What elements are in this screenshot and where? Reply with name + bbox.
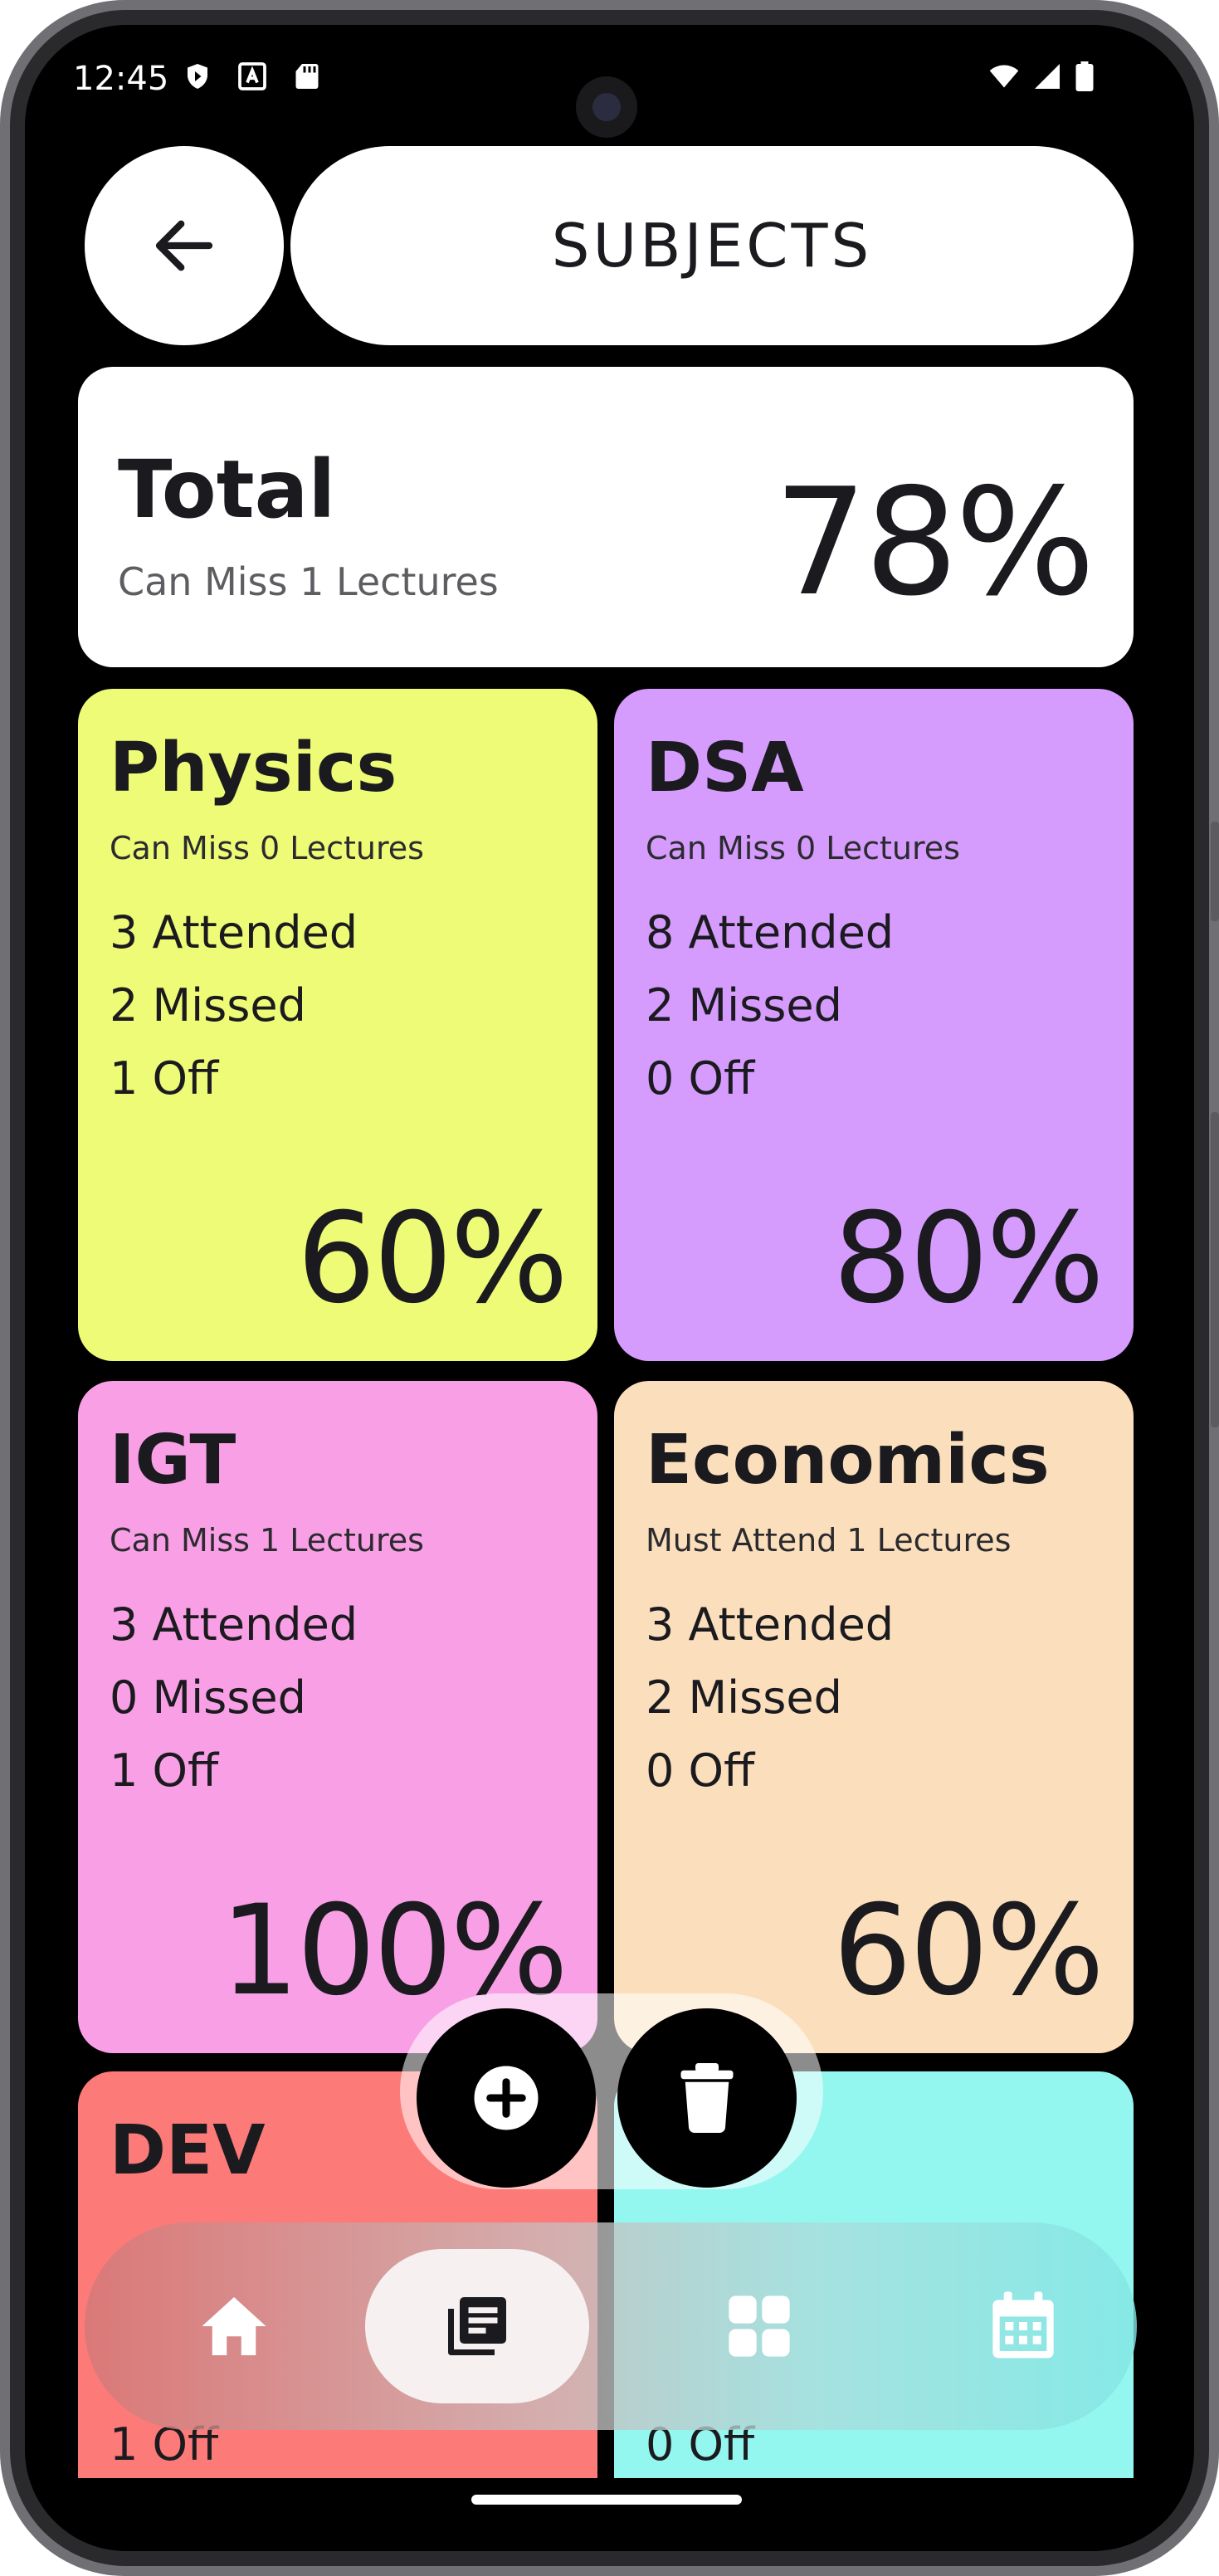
subject-subtitle: Must Attend 1 Lectures	[646, 1522, 1012, 1559]
dashboard-icon	[729, 2295, 790, 2357]
subject-name: Physics	[110, 729, 397, 807]
subject-percentage: 60%	[832, 1879, 1104, 2023]
total-percentage: 78%	[773, 456, 1095, 628]
subjects-icon	[448, 2297, 506, 2355]
trash-icon	[680, 2063, 734, 2133]
missed-count: 0 Missed	[110, 1671, 306, 1724]
nav-home[interactable]	[126, 2249, 342, 2403]
home-icon	[202, 2297, 266, 2355]
screen: 12:45 SUBJECTS Total Can Miss 1 Lectures…	[25, 25, 1194, 2551]
total-subtitle: Can Miss 1 Lectures	[118, 559, 499, 604]
volume-button	[1211, 1112, 1219, 1427]
subject-name: Economics	[646, 1421, 1050, 1500]
status-time: 12:45	[73, 60, 169, 98]
subject-card-igt[interactable]: IGT Can Miss 1 Lectures 3 Attended 0 Mis…	[78, 1381, 597, 2053]
attended-count: 3 Attended	[110, 906, 358, 959]
gesture-handle[interactable]	[471, 2495, 742, 2505]
nav-calendar[interactable]	[919, 2249, 1127, 2403]
subject-card-physics[interactable]: Physics Can Miss 0 Lectures 3 Attended 2…	[78, 689, 597, 1361]
missed-count: 2 Missed	[646, 1671, 842, 1724]
signal-icon	[1035, 64, 1060, 89]
calendar-icon	[992, 2291, 1054, 2359]
missed-count: 2 Missed	[110, 979, 306, 1032]
nav-subjects[interactable]	[365, 2249, 589, 2403]
power-button	[1211, 822, 1219, 921]
sd-card-icon	[295, 64, 319, 89]
total-title: Total	[118, 443, 336, 536]
font-icon	[238, 62, 266, 90]
off-count: 0 Off	[646, 1744, 755, 1797]
subject-card-economics[interactable]: Economics Must Attend 1 Lectures 3 Atten…	[614, 1381, 1134, 2053]
battery-icon	[1075, 61, 1094, 91]
attended-count: 8 Attended	[646, 906, 895, 959]
plus-circle-icon	[474, 2066, 539, 2130]
off-count: 1 Off	[110, 1052, 219, 1105]
page-title: SUBJECTS	[290, 146, 1134, 345]
back-button[interactable]	[85, 146, 284, 345]
subject-card-dsa[interactable]: DSA Can Miss 0 Lectures 8 Attended 2 Mis…	[614, 689, 1134, 1361]
nav-dashboard[interactable]	[656, 2249, 863, 2403]
subject-name: IGT	[110, 1421, 236, 1500]
attended-count: 3 Attended	[110, 1598, 358, 1651]
wifi-icon	[989, 65, 1019, 88]
add-subject-button[interactable]	[417, 2008, 596, 2188]
subject-name: DEV	[110, 2111, 266, 2190]
missed-count: 2 Missed	[646, 979, 842, 1032]
front-camera	[576, 76, 637, 138]
subject-name: DSA	[646, 729, 804, 807]
attended-count: 3 Attended	[646, 1598, 895, 1651]
total-card[interactable]: Total Can Miss 1 Lectures 78%	[78, 367, 1134, 667]
off-count: 1 Off	[110, 1744, 219, 1797]
shield-icon	[188, 64, 207, 89]
subject-subtitle: Can Miss 0 Lectures	[110, 830, 424, 866]
arrow-left-icon	[155, 220, 213, 271]
off-count: 0 Off	[646, 1052, 755, 1105]
subject-percentage: 80%	[832, 1187, 1104, 1331]
delete-subject-button[interactable]	[617, 2008, 797, 2188]
subject-subtitle: Can Miss 0 Lectures	[646, 830, 960, 866]
subject-percentage: 60%	[296, 1187, 568, 1331]
subject-subtitle: Can Miss 1 Lectures	[110, 1522, 424, 1559]
